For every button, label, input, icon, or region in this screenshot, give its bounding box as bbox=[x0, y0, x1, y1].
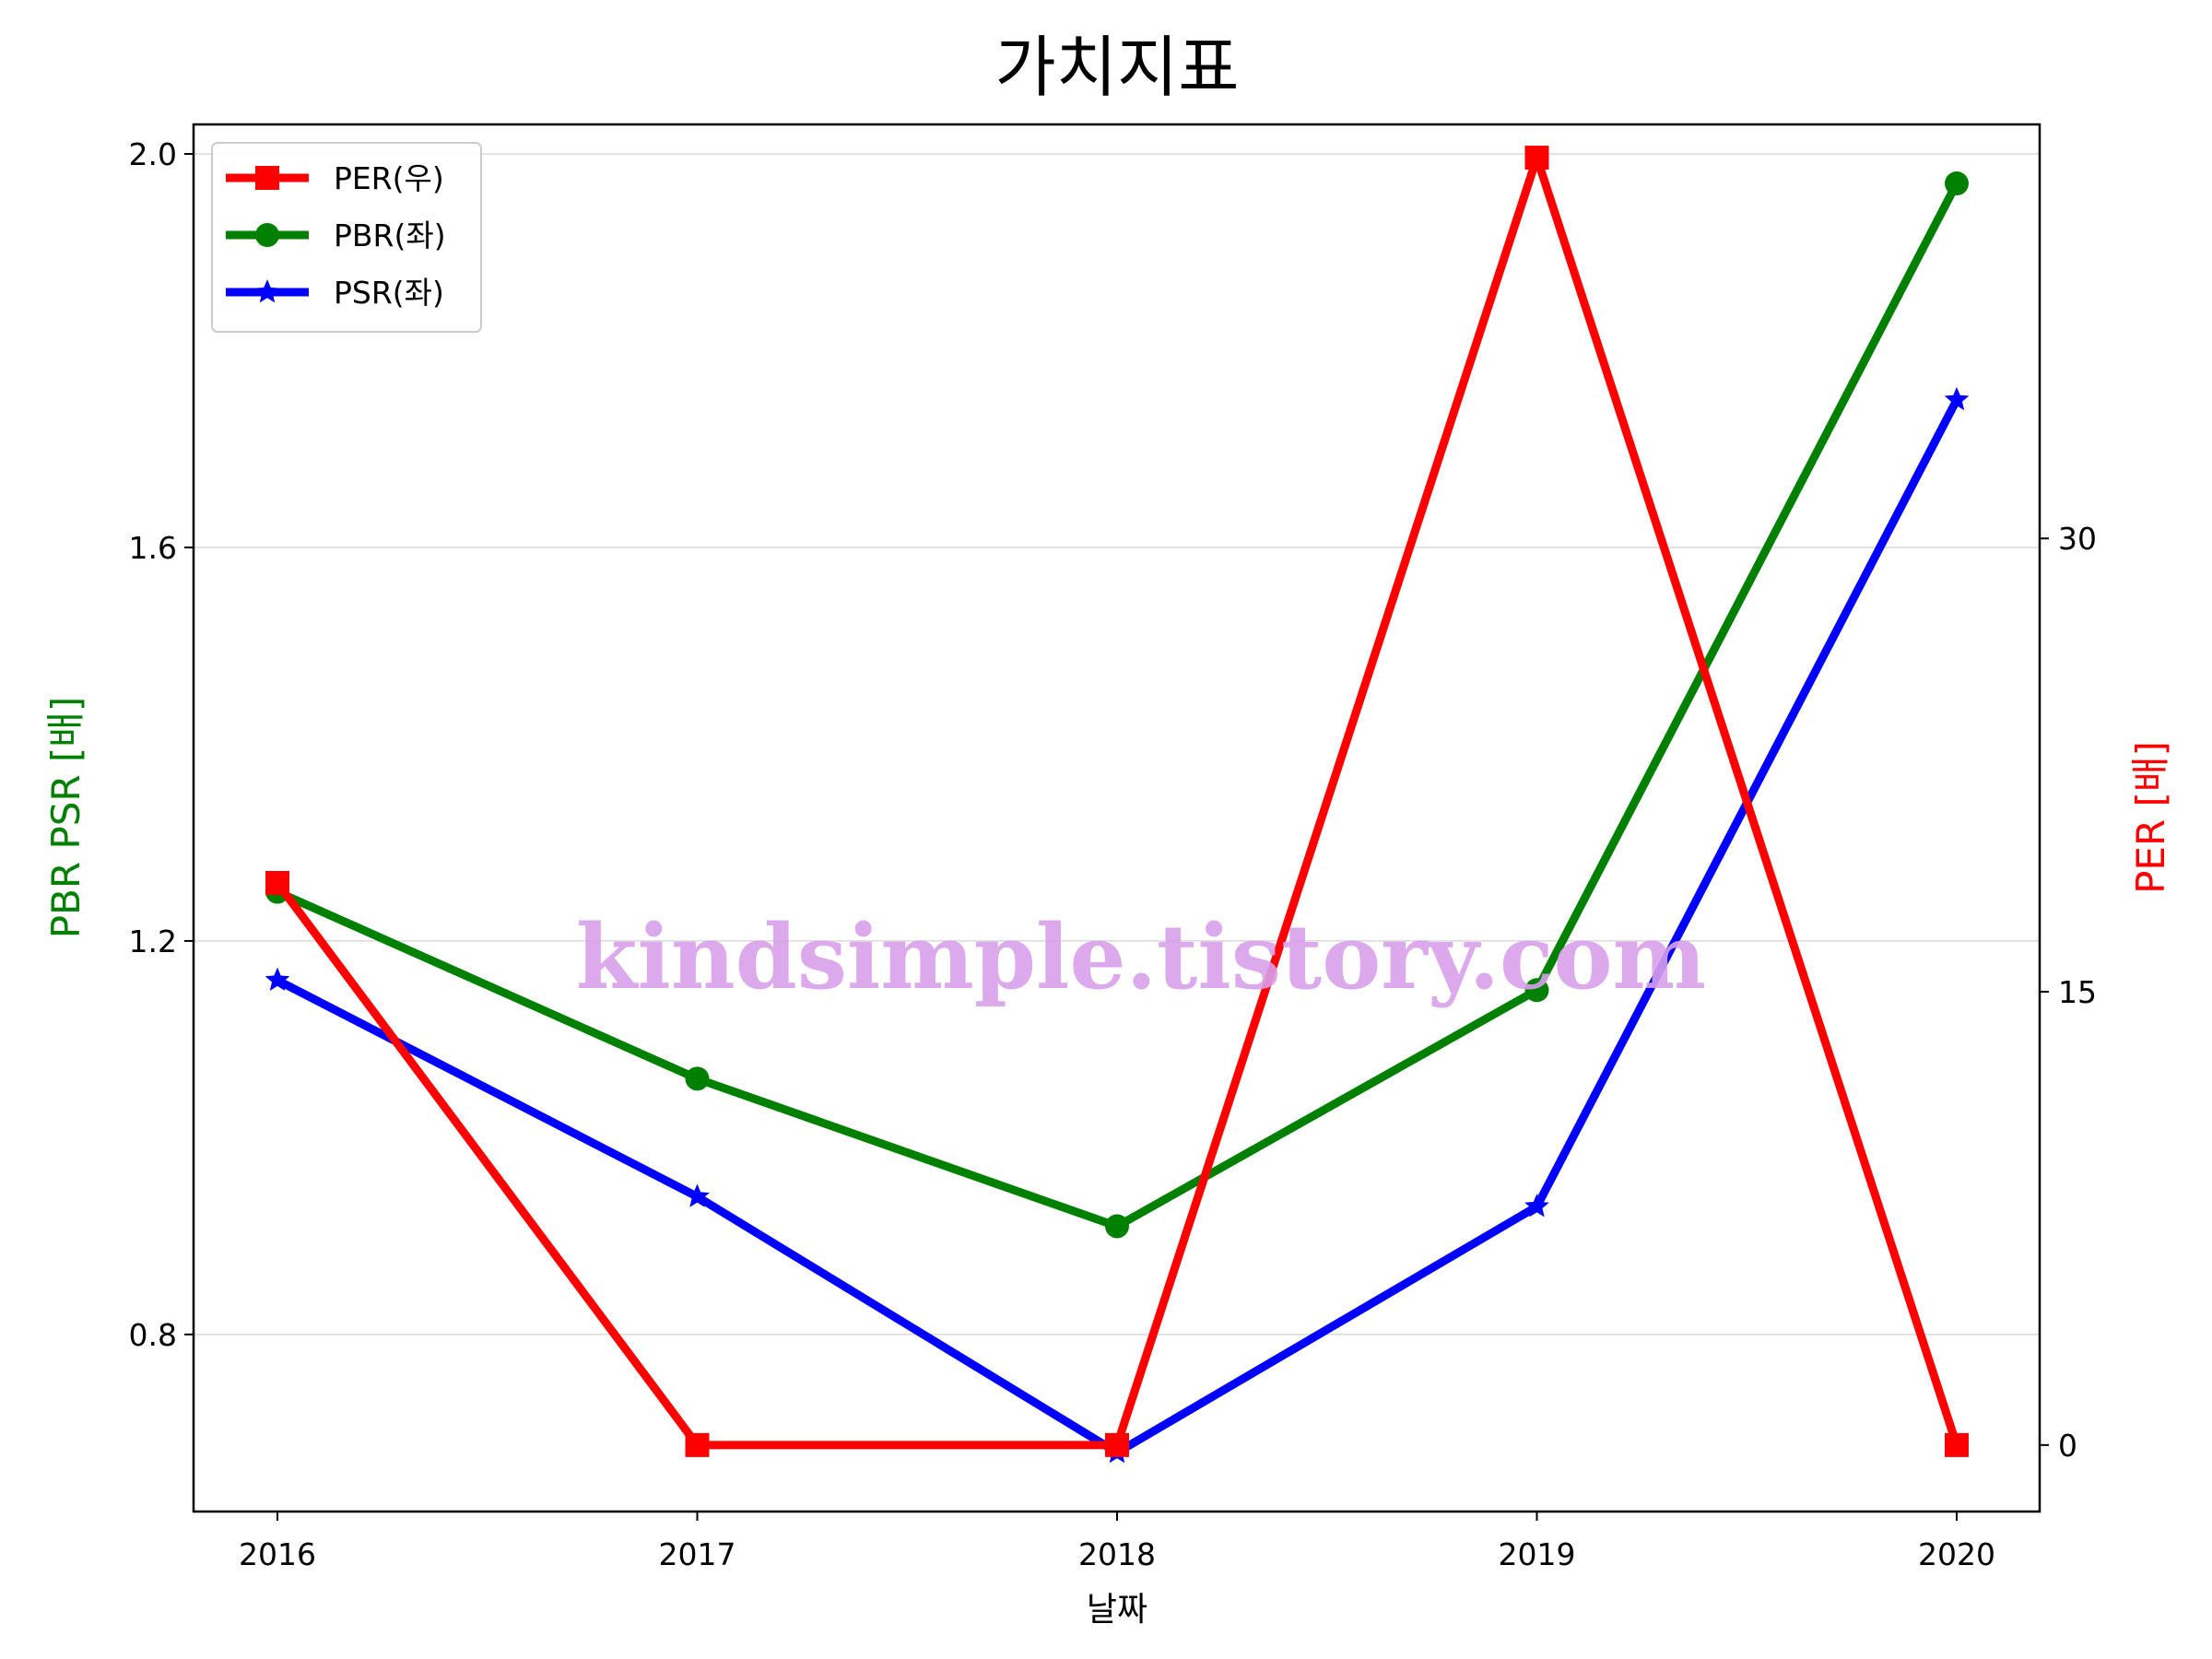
legend-label: PER(우) bbox=[334, 160, 444, 196]
legend-swatch-marker bbox=[254, 279, 280, 303]
x-tick-label: 2016 bbox=[239, 1536, 316, 1572]
data-point bbox=[1945, 171, 1969, 196]
x-tick-label: 2020 bbox=[1918, 1536, 1995, 1572]
right-axis: 0 15 30 bbox=[2040, 521, 2097, 1464]
right-axis-label: PER [배] bbox=[2128, 741, 2173, 894]
legend-entry: PBR(좌) bbox=[226, 218, 446, 253]
series-square bbox=[265, 146, 1969, 1457]
x-tick-label: 2019 bbox=[1499, 1536, 1576, 1572]
series-line bbox=[276, 181, 1960, 1230]
data-point bbox=[1524, 978, 1549, 1003]
chart-title: 가치지표 bbox=[995, 29, 1240, 106]
data-point bbox=[1524, 146, 1549, 171]
left-tick-label: 0.8 bbox=[129, 1317, 177, 1353]
data-point bbox=[265, 967, 290, 991]
data-point bbox=[1944, 386, 1970, 411]
left-tick-label: 1.6 bbox=[129, 530, 177, 566]
grid-lines bbox=[194, 153, 2040, 1335]
right-tick-label: 0 bbox=[2058, 1428, 2077, 1464]
data-point bbox=[1945, 1432, 1969, 1457]
legend-entry: PER(우) bbox=[226, 160, 444, 196]
x-tick-label: 2018 bbox=[1078, 1536, 1156, 1572]
legend-swatch-marker bbox=[255, 166, 279, 190]
right-tick-label: 15 bbox=[2058, 974, 2097, 1010]
data-point bbox=[685, 1066, 710, 1091]
data-point bbox=[1105, 1214, 1129, 1239]
right-tick-label: 30 bbox=[2058, 521, 2097, 557]
series-layer bbox=[265, 146, 1970, 1464]
data-point bbox=[265, 870, 289, 895]
x-axis-label: 날짜 bbox=[1087, 1591, 1147, 1629]
left-axis-label: PBR PSR [배] bbox=[43, 697, 88, 939]
data-point bbox=[685, 1183, 710, 1207]
legend: PER(우) PBR(좌) PSR(좌) bbox=[211, 142, 482, 333]
legend-label: PSR(좌) bbox=[334, 275, 444, 311]
legend-box bbox=[211, 142, 482, 333]
data-point bbox=[1524, 1194, 1549, 1218]
watermark: kindsimple.tistory.com bbox=[576, 905, 1706, 1009]
legend-label: PBR(좌) bbox=[334, 218, 446, 253]
legend-entry: PSR(좌) bbox=[226, 275, 444, 311]
data-point bbox=[1105, 1432, 1129, 1457]
left-tick-label: 2.0 bbox=[129, 136, 177, 172]
legend-swatch-marker bbox=[255, 223, 279, 247]
left-tick-label: 1.2 bbox=[129, 924, 177, 959]
x-axis: 2016 2017 2018 2019 2020 bbox=[239, 1512, 1995, 1572]
series-line bbox=[274, 153, 1961, 1450]
left-axis: 0.8 1.2 1.6 2.0 bbox=[129, 136, 194, 1353]
x-tick-label: 2017 bbox=[659, 1536, 736, 1572]
data-point bbox=[685, 1432, 710, 1457]
